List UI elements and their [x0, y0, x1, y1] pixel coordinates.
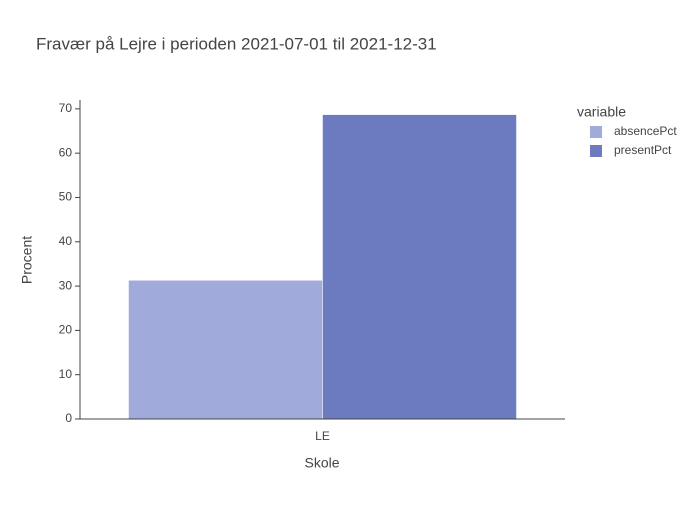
x-axis-title: Skole [304, 455, 339, 471]
y-tick-label: 20 [59, 323, 73, 337]
legend-title: variable [577, 104, 626, 120]
bar [128, 280, 323, 420]
y-tick-label: 30 [59, 278, 73, 292]
y-tick-label: 0 [65, 411, 72, 425]
y-tick-label: 10 [59, 367, 73, 381]
x-tick-label: LE [315, 429, 330, 443]
y-tick-label: 50 [59, 190, 73, 204]
y-axis-title: Procent [19, 236, 35, 284]
bar [322, 114, 517, 420]
legend-label: absencePct [614, 124, 677, 138]
y-tick-label: 40 [59, 234, 73, 248]
chart-title: Fravær på Lejre i perioden 2021-07-01 ti… [36, 34, 437, 53]
legend-swatch [590, 145, 602, 157]
y-tick-label: 70 [59, 101, 73, 115]
legend-swatch [590, 126, 602, 138]
y-tick-label: 60 [59, 145, 73, 159]
legend-label: presentPct [614, 143, 672, 157]
